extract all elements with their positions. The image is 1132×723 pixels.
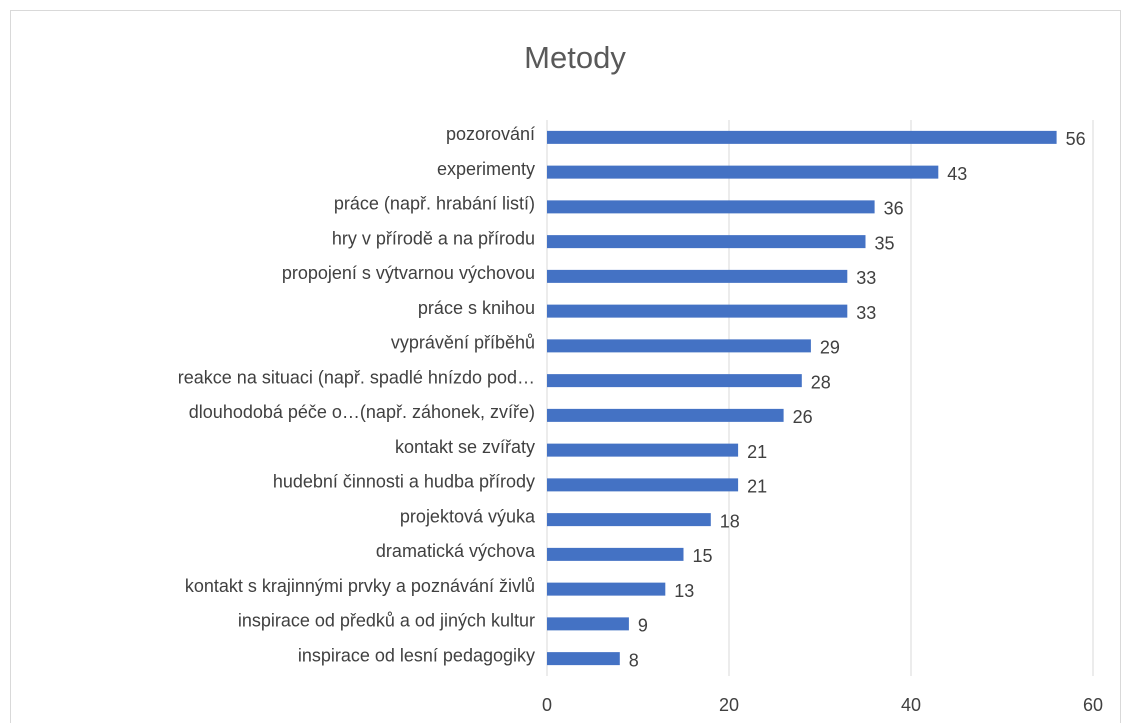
y-tick-label: dramatická výchova xyxy=(376,541,536,561)
bar xyxy=(547,374,802,388)
data-label: 21 xyxy=(747,477,767,497)
y-tick-label: hudební činnosti a hudba přírody xyxy=(273,472,535,492)
y-tick-label: hry v přírodě a na přírodu xyxy=(332,228,535,248)
data-label: 9 xyxy=(638,616,648,636)
y-tick-label: dlouhodobá péče o…(např. záhonek, zvíře) xyxy=(189,402,535,422)
bar xyxy=(547,235,866,249)
bar xyxy=(547,200,875,214)
data-label: 15 xyxy=(693,546,713,566)
bar xyxy=(547,304,848,318)
y-tick-label: inspirace od lesní pedagogiky xyxy=(298,645,535,665)
data-label: 36 xyxy=(884,199,904,219)
data-label: 26 xyxy=(793,407,813,427)
data-label: 33 xyxy=(856,268,876,288)
bar xyxy=(547,408,784,422)
bar xyxy=(547,478,739,492)
y-tick-label: kontakt se zvířaty xyxy=(395,437,535,457)
data-label: 28 xyxy=(811,372,831,392)
x-tick-label: 20 xyxy=(719,695,739,715)
bar xyxy=(547,617,629,631)
bar xyxy=(547,165,939,179)
data-label: 18 xyxy=(720,511,740,531)
data-label: 21 xyxy=(747,442,767,462)
bar xyxy=(547,547,684,561)
bar xyxy=(547,339,811,353)
x-tick-label: 0 xyxy=(542,695,552,715)
bar xyxy=(547,269,848,283)
y-tick-label: propojení s výtvarnou výchovou xyxy=(282,263,535,283)
y-tick-label: vyprávění příběhů xyxy=(391,333,535,353)
bar xyxy=(547,130,1057,144)
y-tick-label: práce s knihou xyxy=(418,298,535,318)
y-tick-label: práce (např. hrabání listí) xyxy=(334,194,535,214)
bar xyxy=(547,443,739,457)
data-label: 35 xyxy=(875,233,895,253)
bar xyxy=(547,582,666,596)
data-label: 8 xyxy=(629,650,639,670)
data-label: 13 xyxy=(674,581,694,601)
y-tick-label: inspirace od předků a od jiných kultur xyxy=(238,611,535,631)
bar xyxy=(547,652,620,666)
data-label: 43 xyxy=(947,164,967,184)
data-label: 56 xyxy=(1066,129,1086,149)
x-tick-label: 60 xyxy=(1083,695,1103,715)
chart-title: Metody xyxy=(524,40,626,75)
y-tick-label: experimenty xyxy=(437,159,535,179)
chart-border xyxy=(10,10,1121,723)
y-tick-label: projektová výuka xyxy=(400,506,536,526)
y-tick-label: pozorování xyxy=(446,124,535,144)
y-tick-label: kontakt s krajinnými prvky a poznávání ž… xyxy=(185,576,535,596)
x-tick-label: 40 xyxy=(901,695,921,715)
y-tick-label: reakce na situaci (např. spadlé hnízdo p… xyxy=(178,367,535,387)
data-label: 29 xyxy=(820,338,840,358)
bar xyxy=(547,513,711,527)
data-label: 33 xyxy=(856,303,876,323)
